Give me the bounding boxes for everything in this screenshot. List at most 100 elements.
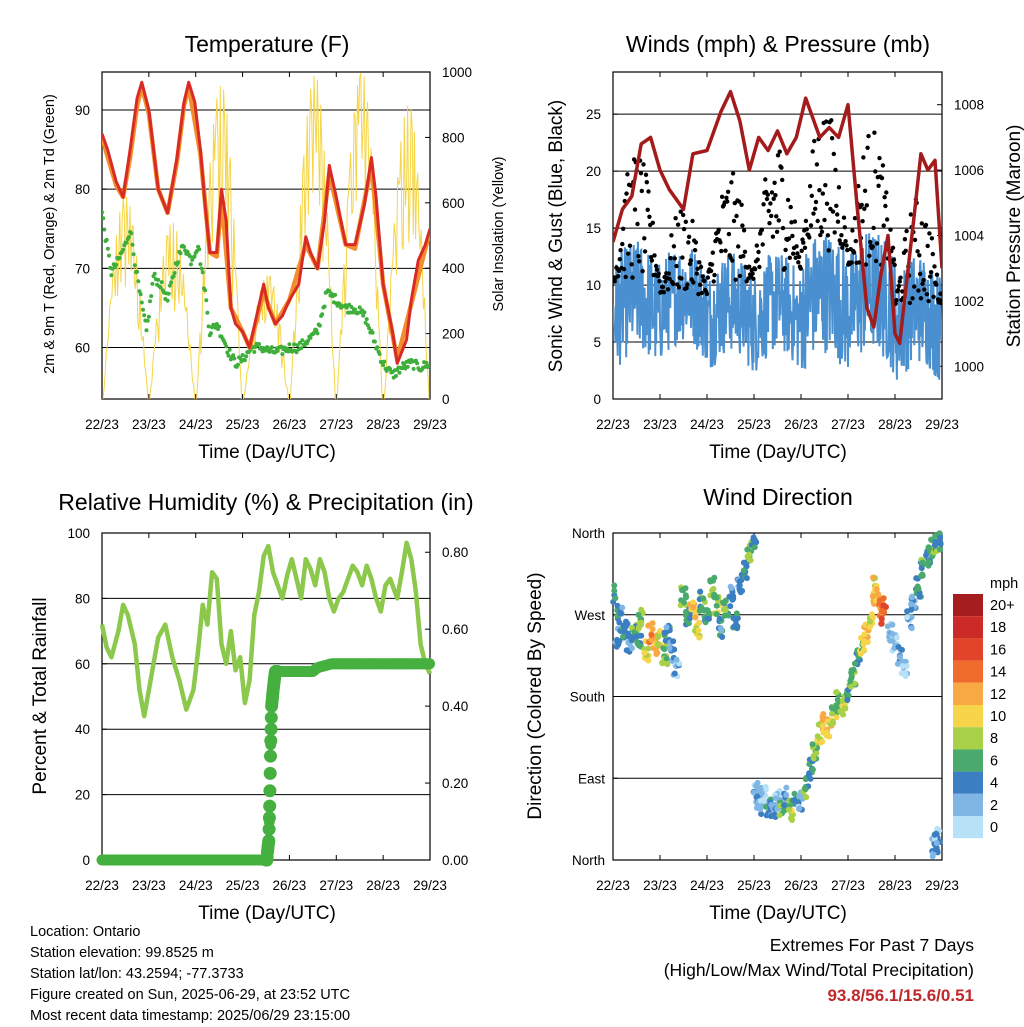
gust-point <box>723 248 728 253</box>
gust-point <box>780 225 786 231</box>
gust-point <box>774 214 779 219</box>
gust-point <box>867 253 872 258</box>
direction-point <box>713 611 720 618</box>
gust-point <box>725 189 731 194</box>
humidity-x-tick-label: 28/23 <box>366 878 400 893</box>
gust-point <box>835 219 841 224</box>
winds-y-label-left: Sonic Wind & Gust (Blue, Black) <box>546 100 567 372</box>
gust-point <box>635 221 640 227</box>
dewpoint-point <box>415 361 420 366</box>
direction-point <box>908 625 915 632</box>
temperature-x-tick-label: 28/23 <box>366 417 400 432</box>
solar-day-line <box>149 222 196 399</box>
precip-point <box>264 711 278 725</box>
direction-point <box>670 638 677 645</box>
gust-point <box>747 264 752 269</box>
winds-y-tick-label: 20 <box>586 164 601 179</box>
direction-point <box>925 559 932 566</box>
dewpoint-point <box>121 247 126 252</box>
gust-point <box>719 248 724 254</box>
winds-title: Winds (mph) & Pressure (mb) <box>626 31 930 57</box>
direction-point <box>633 633 640 640</box>
dewpoint-point <box>280 352 285 357</box>
gust-point <box>638 171 644 176</box>
direction-point <box>614 602 621 609</box>
gust-point <box>764 196 770 202</box>
colorbar-swatch <box>953 816 983 839</box>
gust-point <box>817 188 822 193</box>
gust-point <box>873 258 879 264</box>
gust-point <box>898 275 903 280</box>
gust-point <box>765 192 770 197</box>
gust-point <box>766 208 771 214</box>
gust-point <box>783 247 788 253</box>
direction-point <box>896 654 903 660</box>
gust-point <box>851 250 857 255</box>
gust-point <box>925 243 930 249</box>
gust-point <box>812 138 817 144</box>
direction-point <box>753 783 760 790</box>
gust-point <box>769 190 775 195</box>
dewpoint-point <box>225 350 230 355</box>
direction-point <box>937 546 943 553</box>
gust-point <box>811 211 816 216</box>
direction-point <box>720 599 726 606</box>
direction-point <box>654 642 661 648</box>
dewpoint-point <box>224 344 229 349</box>
humidity-title: Relative Humidity (%) & Precipitation (i… <box>58 489 473 515</box>
dewpoint-point <box>169 280 174 285</box>
direction-point <box>918 565 925 572</box>
humidity-y2-tick-label: 0.60 <box>442 622 468 637</box>
direction-point <box>934 825 941 832</box>
gust-point <box>928 274 933 279</box>
gust-point <box>837 238 842 243</box>
gust-point <box>697 282 703 287</box>
direction-point <box>682 585 689 592</box>
gust-point <box>894 298 899 303</box>
gust-point <box>676 285 682 290</box>
direction-point <box>746 556 753 563</box>
gust-point <box>669 233 674 238</box>
temperature-y2-tick-label: 800 <box>442 130 465 145</box>
winds-x-tick-label: 25/23 <box>737 417 771 432</box>
direction-point <box>933 840 940 847</box>
direction-point <box>649 620 656 627</box>
gust-point <box>645 207 650 212</box>
gust-point <box>852 216 858 221</box>
direction-point <box>696 619 703 626</box>
direction-point <box>867 618 873 625</box>
direction-point <box>659 660 666 667</box>
dewpoint-point <box>166 291 171 296</box>
gust-point <box>775 153 781 158</box>
direction-point <box>638 632 645 639</box>
humidity-y-tick-label: 40 <box>75 722 90 737</box>
gust-point <box>774 229 780 234</box>
direction-point <box>936 530 943 537</box>
colorbar-label: 14 <box>990 665 1006 681</box>
direction-point <box>786 806 792 813</box>
direction-point <box>889 621 896 628</box>
winds-plot-area: 22/23 23/23 24/23 25/23 26/23 27/23 28/23 29/23… <box>586 71 985 432</box>
direction-point <box>728 584 735 591</box>
direction-point <box>803 794 810 801</box>
direction-point <box>645 657 652 664</box>
temperature-title: Temperature (F) <box>185 31 350 57</box>
direction-point <box>746 551 753 558</box>
gust-point <box>675 222 681 227</box>
gust-point <box>740 223 745 228</box>
direction-point <box>629 624 635 631</box>
direction-x-tick-label: 27/23 <box>831 878 865 893</box>
direction-point <box>730 615 737 622</box>
direction-x-tick-label: 26/23 <box>784 878 818 893</box>
direction-point <box>919 559 926 566</box>
humidity-y-tick-label: 20 <box>75 788 90 803</box>
direction-point <box>791 790 798 797</box>
dewpoint-point <box>199 266 204 271</box>
humidity-y-tick-label: 80 <box>75 591 90 606</box>
gust-point <box>890 245 896 250</box>
temperature-x-tick-label: 23/23 <box>132 417 166 432</box>
gust-point <box>865 145 870 150</box>
humidity-y2-tick-label: 0.80 <box>442 545 468 560</box>
temperature-y2-tick-label: 400 <box>442 261 465 276</box>
humidity-y-tick-label: 0 <box>82 853 90 868</box>
